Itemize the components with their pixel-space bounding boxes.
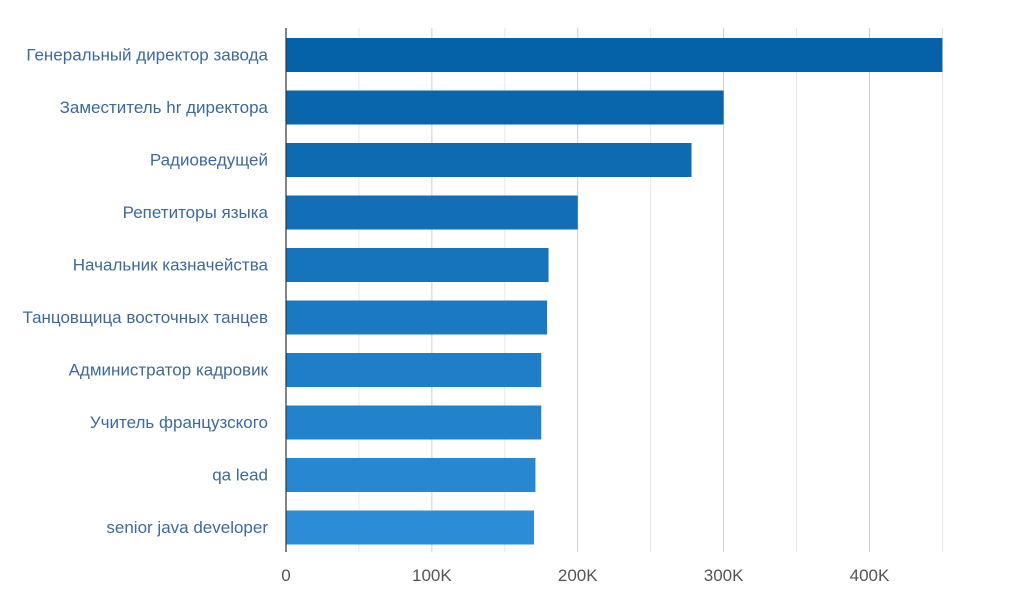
bar[interactable] xyxy=(286,405,542,440)
bar[interactable] xyxy=(286,510,534,545)
category-label: Генеральный директор завода xyxy=(26,46,268,65)
x-axis-ticks: 0 100K 200K 300K 400K xyxy=(281,566,890,585)
bar[interactable] xyxy=(286,353,542,387)
bar[interactable] xyxy=(286,38,943,72)
category-label: senior java developer xyxy=(106,518,268,537)
bar[interactable] xyxy=(286,90,724,125)
category-label: Заместитель hr директора xyxy=(60,98,269,117)
bars xyxy=(286,38,943,545)
category-label: Начальник казначейства xyxy=(73,256,269,275)
x-tick-label: 200K xyxy=(558,566,598,585)
x-tick-label: 300K xyxy=(704,566,744,585)
x-tick-label: 0 xyxy=(281,566,290,585)
bar[interactable] xyxy=(286,458,536,492)
category-label: Радиоведущей xyxy=(150,151,268,170)
x-tick-label: 100K xyxy=(412,566,452,585)
x-tick-label: 400K xyxy=(850,566,890,585)
category-label: Репетиторы языка xyxy=(123,203,269,222)
category-label: Учитель французского xyxy=(90,413,268,432)
bar[interactable] xyxy=(286,143,692,177)
category-label: qa lead xyxy=(212,466,268,485)
bar[interactable] xyxy=(286,300,548,335)
category-labels: Генеральный директор завода Заместитель h… xyxy=(22,46,268,538)
category-label: Администратор кадровик xyxy=(69,361,269,380)
category-label: Танцовщица восточных танцев xyxy=(22,308,268,327)
bar[interactable] xyxy=(286,248,549,282)
bar[interactable] xyxy=(286,195,578,230)
